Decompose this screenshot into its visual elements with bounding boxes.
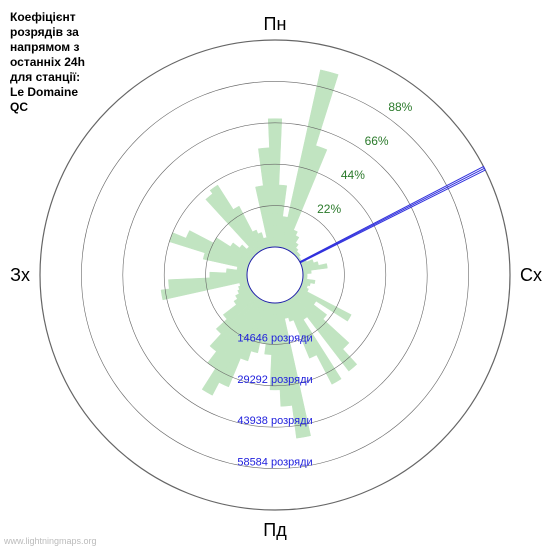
strike-label: 29292 розряди (237, 374, 312, 386)
chart-title: Коефіцієнт розрядів за напрямом з останн… (10, 10, 85, 115)
pct-label: 44% (341, 168, 365, 182)
cardinal-e: Сх (520, 265, 542, 285)
cardinal-w: Зх (10, 265, 30, 285)
cardinal-s: Пд (263, 520, 287, 540)
cardinal-n: Пн (264, 14, 287, 34)
attribution-text: www.lightningmaps.org (4, 536, 97, 546)
strike-label: 58584 розряди (237, 457, 312, 469)
pct-label: 88% (388, 100, 412, 114)
polar-bar (303, 274, 307, 277)
strike-label: 43938 розряди (237, 415, 312, 427)
pct-label: 66% (365, 134, 389, 148)
center-hole (247, 247, 303, 303)
polar-bar (281, 70, 338, 248)
strike-label: 14646 розряди (237, 332, 312, 344)
pct-label: 22% (317, 202, 341, 216)
